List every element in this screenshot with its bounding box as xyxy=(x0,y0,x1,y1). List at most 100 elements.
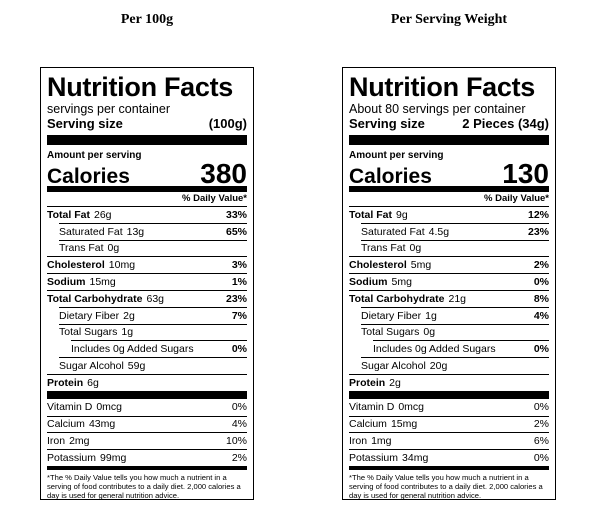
nutrient-name: Includes 0g Added Sugars xyxy=(373,343,496,356)
nutrient-name: Sodium xyxy=(349,276,388,289)
vitamin-amount: 43mg xyxy=(88,418,116,431)
vitamin-text: Vitamin D 0mcg xyxy=(47,401,122,413)
nutrient-name: Saturated Fat xyxy=(361,225,425,238)
nutrient-row: Total Carbohydrate 21g 8% xyxy=(349,289,549,307)
nutrient-amount: 1g xyxy=(121,326,134,339)
vitamins: Vitamin D 0mcg 0% Calcium 43mg 4% Iron 2mg 10% Po… xyxy=(47,399,247,466)
nutrient-row: Saturated Fat 4.5g 23% xyxy=(361,222,549,240)
nutrient-dv: 1% xyxy=(231,276,247,289)
amount-per-serving: Amount per serving xyxy=(47,150,142,161)
serving-size-label: Serving size xyxy=(349,116,425,131)
vitamin-row: Iron 1mg 6% xyxy=(349,432,549,449)
nutrient-row: Saturated Fat 13g 65% xyxy=(59,222,247,240)
nutrient-amount: 5mg xyxy=(391,276,412,289)
nutrient-dv: 4% xyxy=(533,309,549,322)
nutrient-dv: 3% xyxy=(231,259,247,272)
nutrient-name: Includes 0g Added Sugars xyxy=(71,343,194,356)
nutrient-row: Sodium 15mg 1% xyxy=(47,273,247,290)
nutrient-amount: 9g xyxy=(395,208,408,221)
nutrient-row: Total Sugars 1g xyxy=(59,323,247,341)
nutrient-text: Dietary Fiber 2g xyxy=(59,310,135,322)
nutrient-amount: 4.5g xyxy=(428,225,450,238)
label-heading: Per Serving Weight xyxy=(390,12,508,27)
calories-value: 380 xyxy=(200,158,247,189)
nutrient-name: Sugar Alcohol xyxy=(361,360,426,373)
nutrient-text: Sugar Alcohol 59g xyxy=(59,360,145,372)
vitamin-row: Potassium 99mg 2% xyxy=(47,449,247,466)
nutrient-text: Total Carbohydrate 63g xyxy=(47,293,164,305)
nutrient-amount: 63g xyxy=(146,292,165,305)
vitamin-row: Calcium 43mg 4% xyxy=(47,415,247,433)
nutrient-amount: 1g xyxy=(425,309,437,322)
nutrient-text: Total Carbohydrate 21g xyxy=(349,293,466,305)
label-heading: Per 100g xyxy=(120,12,174,27)
nutrient-dv: 65% xyxy=(225,225,247,238)
vitamin-row: Calcium 15mg 2% xyxy=(349,415,549,433)
vitamins: Vitamin D 0mcg 0% Calcium 15mg 2% Iron 1mg 6% Pot… xyxy=(349,399,549,466)
nutrient-name: Total Carbohydrate xyxy=(349,292,445,305)
servings-per-container: servings per container xyxy=(47,102,170,116)
nutrient-text: Includes 0g Added Sugars xyxy=(373,343,496,355)
nutrient-name: Total Carbohydrate xyxy=(47,292,143,305)
nutrient-row: Cholesterol 5mg 2% xyxy=(349,256,549,273)
nutrient-text: Protein 2g xyxy=(349,377,401,389)
vitamin-amount: 0mcg xyxy=(398,401,425,414)
vitamin-dv: 0% xyxy=(533,401,549,414)
nutrient-row: Includes 0g Added Sugars 0% xyxy=(373,340,549,357)
nutrient-amount: 2g xyxy=(123,309,135,322)
nutrient-row: Dietary Fiber 2g 7% xyxy=(59,306,247,324)
calories-value: 130 xyxy=(502,158,549,189)
nutrient-dv: 12% xyxy=(527,208,549,221)
nutrient-name: Saturated Fat xyxy=(59,225,123,238)
nutrient-name: Trans Fat xyxy=(361,242,406,255)
vitamin-text: Iron 1mg xyxy=(349,435,392,447)
medium-rule xyxy=(47,186,247,192)
nutrient-amount: 26g xyxy=(93,208,112,221)
vitamin-text: Potassium 99mg xyxy=(47,452,126,464)
vitamin-dv: 2% xyxy=(533,418,549,431)
serving-size-row: Serving size 2 Pieces (34g) xyxy=(349,116,549,132)
nutrient-name: Total Fat xyxy=(47,208,90,221)
vitamin-row: Vitamin D 0mcg 0% xyxy=(47,399,247,416)
nutrient-row: Protein 6g xyxy=(47,373,247,391)
vitamin-amount: 1mg xyxy=(371,435,392,448)
thick-rule xyxy=(47,135,247,145)
vitamin-row: Iron 2mg 10% xyxy=(47,432,247,449)
nutrient-text: Trans Fat 0g xyxy=(59,242,119,254)
calories-row: Calories 380 xyxy=(47,158,247,189)
nutrient-name: Total Sugars xyxy=(59,326,118,339)
nutrient-amount: 0g xyxy=(409,242,422,255)
nutrient-text: Cholesterol 10mg xyxy=(47,259,135,271)
serving-size-label: Serving size xyxy=(47,116,123,131)
nutrient-name: Protein xyxy=(349,376,386,389)
nutrient-text: Sugar Alcohol 20g xyxy=(361,360,447,372)
nutrient-row: Includes 0g Added Sugars 0% xyxy=(71,340,247,357)
nutrient-amount: 6g xyxy=(87,376,99,389)
vitamin-text: Vitamin D 0mcg xyxy=(349,401,424,413)
nutrient-text: Trans Fat 0g xyxy=(361,242,421,254)
nutrient-name: Total Sugars xyxy=(361,326,420,339)
vitamin-dv: 0% xyxy=(231,401,247,414)
nutrient-row: Total Fat 9g 12% xyxy=(349,206,549,223)
nutrient-amount: 20g xyxy=(429,360,448,373)
nutrient-row: Sodium 5mg 0% xyxy=(349,273,549,290)
nutrient-amount: 59g xyxy=(127,360,146,373)
nutrient-name: Dietary Fiber xyxy=(59,309,120,322)
nutrient-dv: 23% xyxy=(225,292,247,305)
nutrition-label: Nutrition Facts servings per container Ser… xyxy=(40,67,254,500)
serving-size-value: (100g) xyxy=(208,116,247,131)
nutrient-name: Dietary Fiber xyxy=(361,309,422,322)
nutrient-amount: 0g xyxy=(107,242,120,255)
vitamin-name: Potassium xyxy=(47,452,97,465)
nutrient-amount: 10mg xyxy=(108,259,136,272)
nutrient-dv: 33% xyxy=(225,208,247,221)
nutrient-dv: 2% xyxy=(533,259,549,272)
nutrient-text: Includes 0g Added Sugars xyxy=(71,343,194,355)
vitamin-row: Potassium 34mg 0% xyxy=(349,449,549,466)
nutrient-text: Total Fat 26g xyxy=(47,209,112,221)
nutrient-text: Total Sugars 1g xyxy=(59,326,133,338)
nutrient-row: Trans Fat 0g xyxy=(361,239,549,257)
label-title: Nutrition Facts xyxy=(47,72,234,102)
nutrient-row: Protein 2g xyxy=(349,373,549,391)
